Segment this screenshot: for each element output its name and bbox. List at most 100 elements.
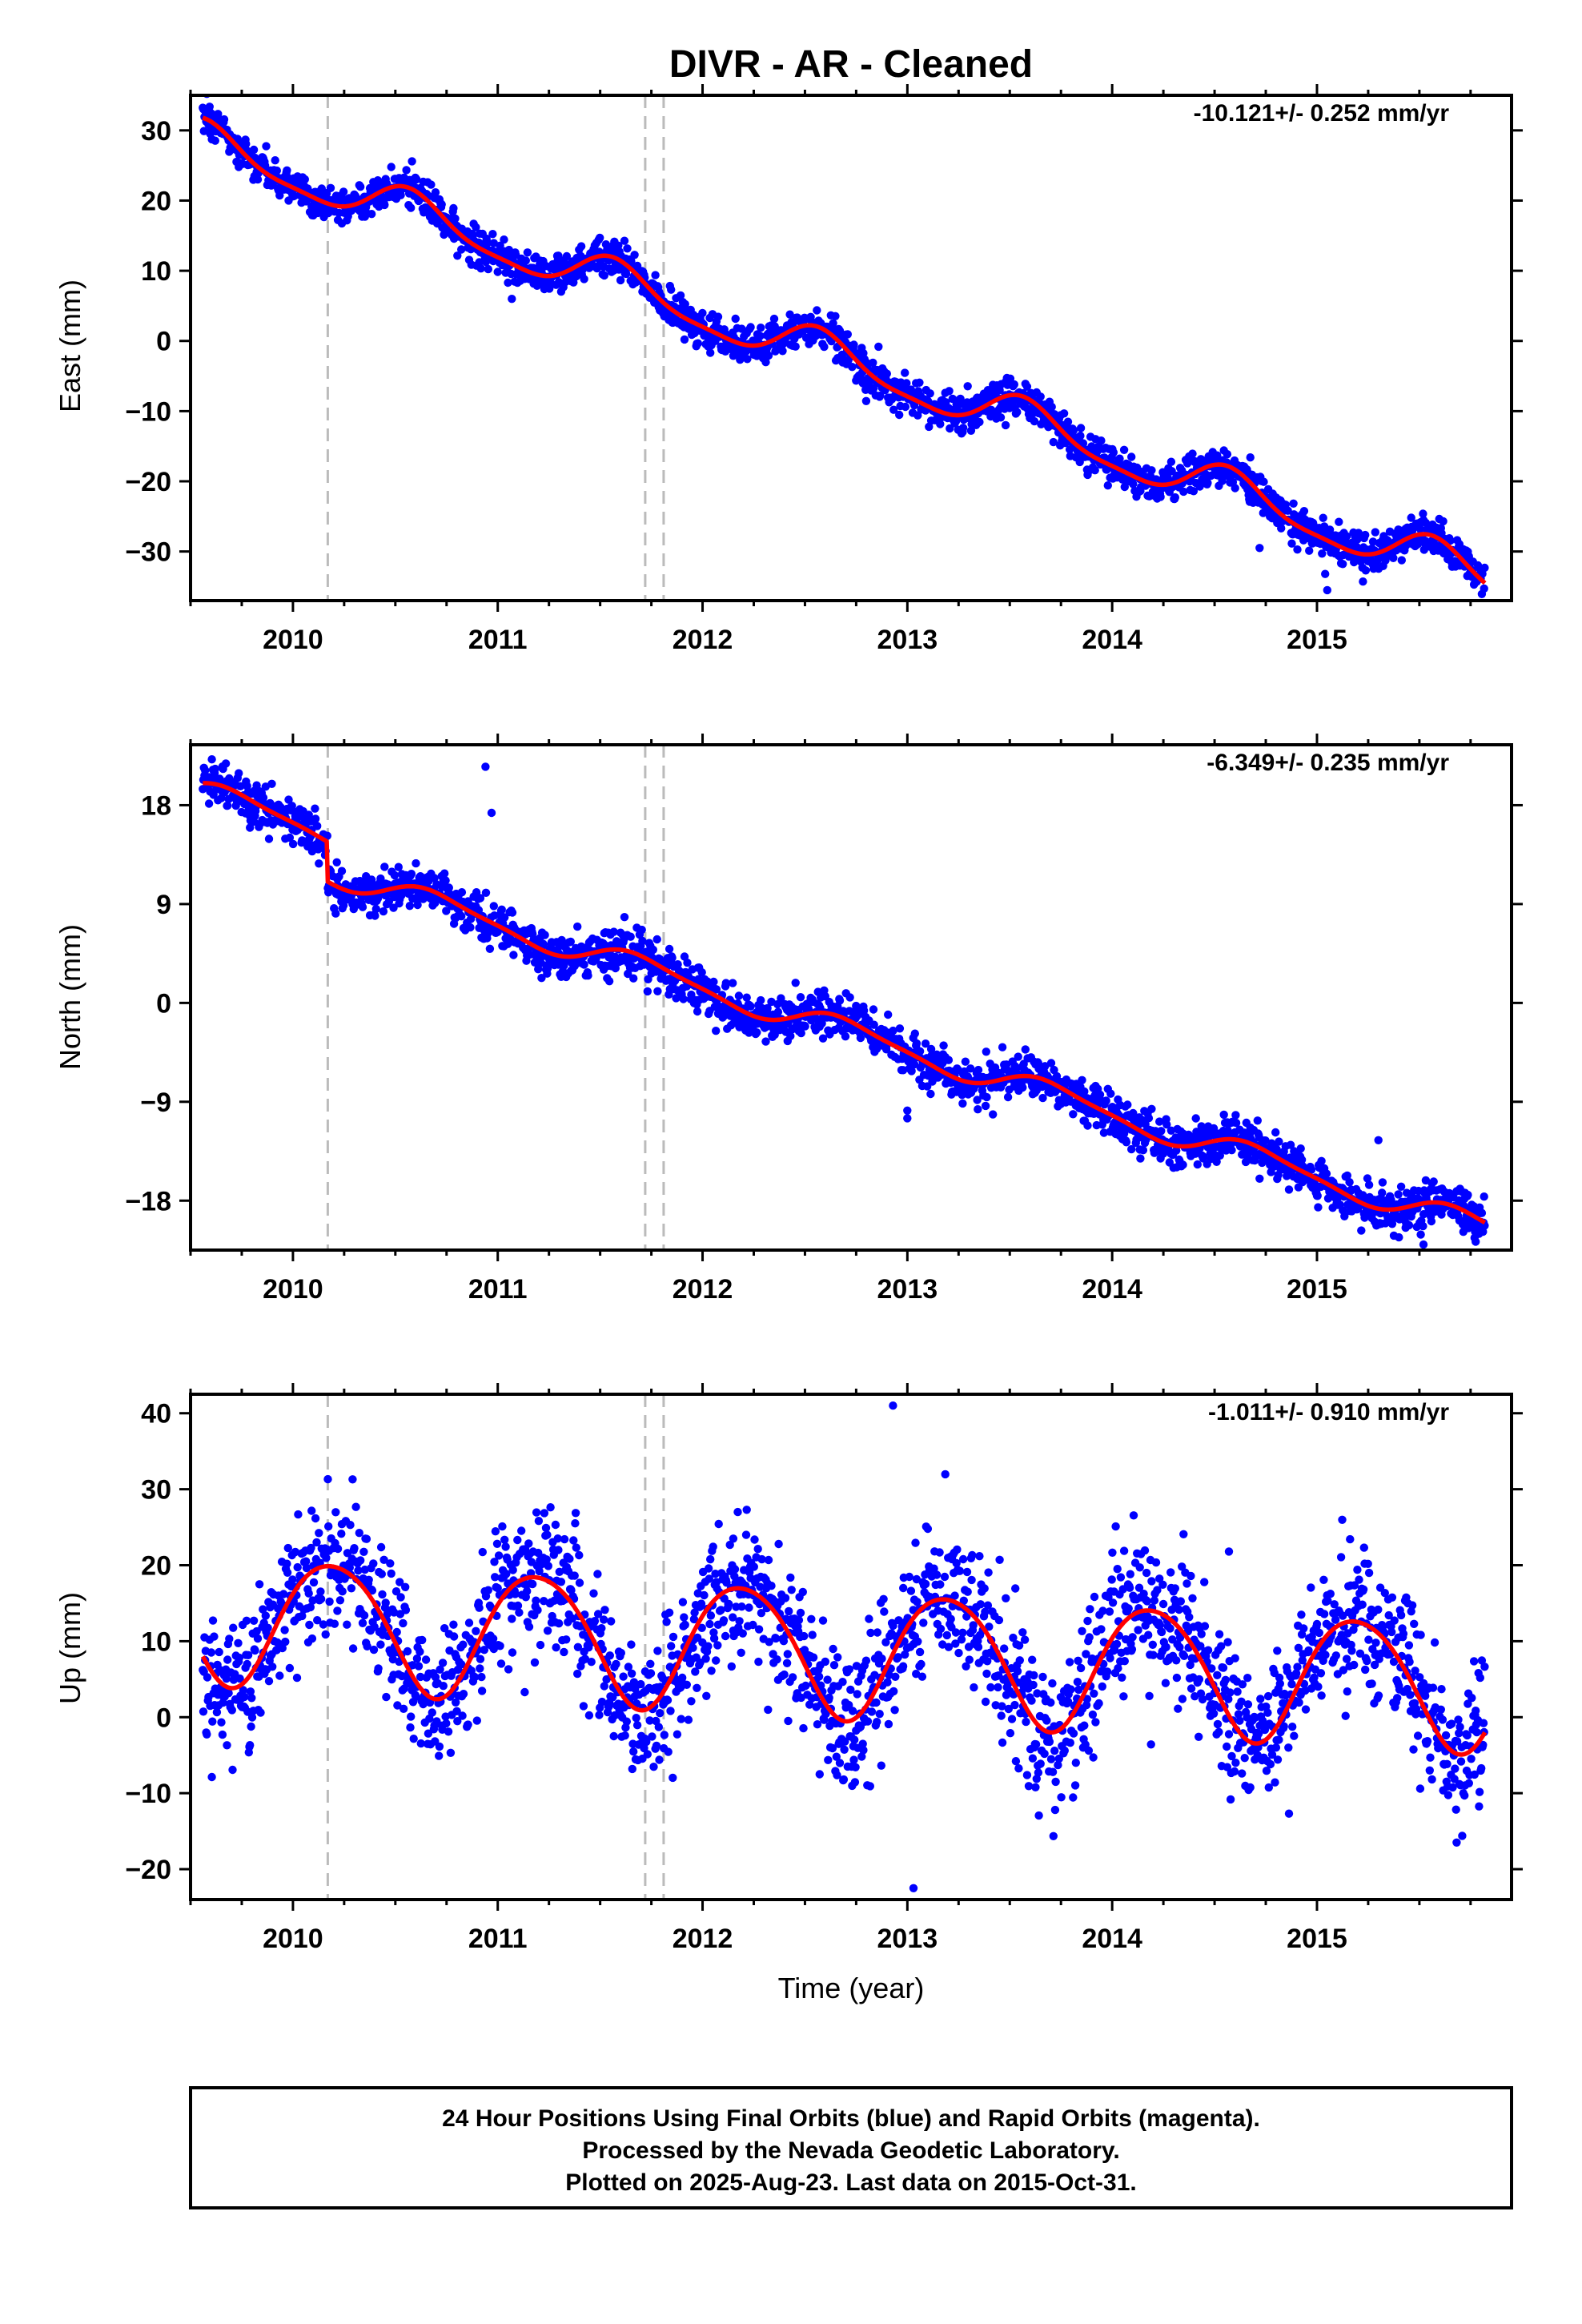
data-point (309, 1578, 319, 1587)
data-point (554, 251, 563, 260)
data-point (249, 1616, 259, 1626)
data-point (1325, 525, 1335, 534)
data-point (637, 925, 646, 935)
data-point (1480, 584, 1488, 593)
data-point (311, 1514, 320, 1523)
data-point (500, 235, 508, 244)
data-point (331, 909, 340, 918)
data-point (706, 348, 715, 357)
data-point (1193, 1160, 1203, 1169)
data-point (275, 191, 284, 200)
data-point (1313, 1192, 1322, 1200)
y-tick-label: 0 (156, 327, 171, 357)
data-point (304, 1589, 313, 1598)
data-point (207, 755, 216, 764)
data-point (1289, 499, 1298, 508)
data-point (449, 203, 458, 213)
data-point (681, 300, 689, 308)
data-point (369, 1645, 379, 1655)
data-point (1195, 482, 1204, 491)
north-panel: North (mm) -6.349+/- 0.235 mm/yr 2010 201… (54, 734, 1523, 1305)
data-point (207, 1772, 216, 1782)
data-point (734, 991, 744, 1000)
data-point (856, 1033, 865, 1043)
data-point (472, 223, 480, 231)
data-point (449, 1620, 458, 1629)
data-point (764, 351, 773, 360)
data-point (1361, 566, 1371, 575)
data-point (791, 342, 800, 351)
data-point (604, 977, 614, 986)
data-point (946, 424, 954, 433)
data-point (311, 814, 320, 823)
data-point (1429, 1177, 1438, 1186)
data-point (648, 945, 657, 955)
data-point (435, 1742, 444, 1751)
data-point (208, 1717, 217, 1726)
data-point (926, 1089, 935, 1099)
data-point (1480, 1192, 1488, 1201)
data-point (1364, 1180, 1374, 1189)
data-point (1021, 1045, 1030, 1054)
data-point (1203, 478, 1212, 488)
data-point (1415, 525, 1425, 533)
data-point (478, 1547, 487, 1557)
data-point (528, 1579, 537, 1589)
data-point (315, 1529, 323, 1538)
data-point (882, 369, 892, 378)
data-point (1147, 466, 1156, 475)
data-point (215, 1647, 223, 1657)
data-point (268, 1663, 277, 1671)
data-point (435, 1751, 444, 1760)
data-point (889, 405, 898, 414)
data-point (407, 1712, 416, 1721)
data-point (405, 902, 414, 911)
data-point (845, 993, 854, 1002)
data-point (796, 993, 805, 1002)
data-point (285, 833, 295, 842)
data-point (524, 1539, 533, 1548)
x-tick-label: 2011 (468, 625, 528, 655)
data-point (982, 1092, 991, 1102)
data-point (399, 1704, 408, 1713)
data-point (287, 802, 296, 810)
data-point (293, 1562, 302, 1572)
data-point (1477, 1208, 1487, 1217)
data-point (680, 335, 689, 344)
data-point (221, 759, 231, 768)
data-point (476, 264, 485, 273)
data-point (223, 1741, 231, 1750)
data-point (1014, 1052, 1022, 1061)
data-point (440, 869, 449, 878)
data-point (975, 417, 984, 427)
data-point (849, 340, 858, 349)
data-point (378, 1590, 387, 1599)
data-point (517, 1526, 526, 1535)
data-point (869, 358, 877, 368)
data-point (356, 1556, 365, 1565)
x-tick-label: 2013 (877, 625, 938, 655)
data-point (915, 1047, 925, 1056)
data-point (1378, 1178, 1387, 1187)
data-point (1049, 437, 1058, 447)
data-point (562, 251, 572, 261)
data-point (1299, 507, 1309, 516)
data-point (848, 363, 857, 372)
data-point (262, 142, 271, 151)
data-point (483, 238, 492, 247)
data-point (484, 1586, 492, 1594)
data-point (371, 904, 380, 914)
data-point (1188, 449, 1197, 458)
data-point (243, 1659, 251, 1669)
data-point (199, 127, 208, 135)
data-point (841, 1032, 850, 1041)
data-point (485, 944, 495, 954)
data-point (1472, 1237, 1480, 1246)
data-point (219, 115, 229, 124)
data-point (412, 175, 421, 184)
data-point (912, 1039, 921, 1048)
data-point (1010, 380, 1019, 389)
data-point (1353, 535, 1362, 544)
data-point (1022, 382, 1032, 391)
data-point (267, 779, 276, 788)
